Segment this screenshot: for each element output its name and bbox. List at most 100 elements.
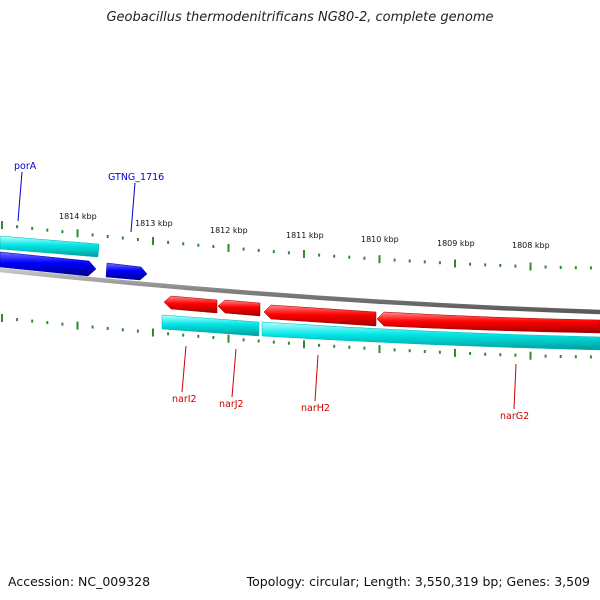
major-tick (378, 255, 381, 264)
major-tick (227, 334, 230, 343)
minor-tick (408, 259, 411, 263)
leader-narH2 (314, 354, 319, 402)
gene-narJ2-arrow[interactable] (217, 299, 261, 317)
minor-tick (16, 225, 19, 229)
gene-label-narH2[interactable]: narH2 (301, 403, 330, 414)
minor-tick (167, 240, 170, 244)
minor-tick (46, 228, 49, 232)
minor-tick (46, 321, 49, 325)
gene-narH2-arrow[interactable] (263, 304, 377, 327)
minor-tick (514, 353, 517, 357)
gene-narI2-arrow[interactable] (163, 295, 218, 314)
minor-tick (499, 264, 502, 267)
major-tick (76, 321, 79, 330)
minor-tick (182, 242, 185, 246)
scale-label: 1810 kbp (361, 235, 399, 244)
minor-tick (559, 355, 562, 358)
minor-tick (333, 254, 336, 258)
gene-porA-arrow[interactable] (0, 251, 97, 277)
scale-labels: 1814 kbp 1813 kbp 1812 kbp 1811 kbp 1810… (59, 212, 550, 250)
minor-tick (242, 247, 245, 251)
minor-tick (61, 230, 64, 234)
leader-gtng_1716 (130, 182, 136, 233)
genome-backbone (0, 267, 600, 315)
minor-tick (212, 245, 215, 248)
minor-tick (287, 341, 290, 345)
major-tick (227, 243, 230, 252)
minor-tick (574, 266, 577, 270)
minor-tick (91, 233, 94, 237)
minor-tick (318, 253, 321, 257)
leader-narI2 (181, 345, 187, 393)
major-tick (76, 229, 79, 238)
cds-band-reverse (161, 314, 260, 337)
cds-band-forward (0, 235, 100, 258)
minor-tick (574, 355, 577, 359)
gene-narG2-arrow[interactable] (376, 311, 600, 334)
major-tick (454, 259, 456, 268)
gene-leader-lines (17, 171, 517, 410)
minor-tick (197, 334, 200, 338)
gene-label-narI2[interactable]: narI2 (172, 394, 197, 405)
minor-tick (136, 329, 139, 333)
minor-tick (121, 236, 124, 240)
major-tick (152, 328, 154, 337)
minor-tick (589, 266, 592, 270)
scale-ticks-upper (1, 221, 592, 271)
scale-ticks-lower (1, 314, 592, 360)
minor-tick (363, 256, 366, 260)
minor-tick (212, 336, 215, 339)
minor-tick (106, 235, 109, 238)
major-tick (454, 348, 456, 357)
gene-label-gtng_1716[interactable]: GTNG_1716 (108, 172, 164, 183)
minor-tick (438, 350, 441, 354)
scale-label: 1814 kbp (59, 212, 97, 221)
major-tick (529, 262, 532, 271)
minor-tick (287, 251, 290, 255)
scale-label: 1809 kbp (437, 239, 475, 248)
gene-gtng_1716-arrow[interactable] (105, 262, 148, 281)
minor-tick (393, 348, 396, 352)
leader-narG2 (513, 363, 517, 410)
gene-label-porA[interactable]: porA (14, 161, 37, 172)
minor-tick (197, 243, 200, 247)
minor-tick (423, 260, 426, 264)
minor-tick (408, 349, 411, 353)
minor-tick (438, 261, 441, 265)
gene-label-narG2[interactable]: narG2 (500, 411, 529, 422)
minor-tick (544, 354, 547, 358)
minor-tick (423, 350, 426, 353)
major-tick (303, 250, 305, 258)
minor-tick (31, 319, 34, 323)
minor-tick (589, 355, 592, 359)
minor-tick (363, 346, 366, 350)
minor-tick (348, 345, 351, 349)
major-tick (152, 237, 154, 245)
minor-tick (393, 258, 396, 262)
minor-tick (499, 353, 502, 357)
minor-tick (91, 325, 94, 329)
minor-tick (257, 248, 260, 252)
major-tick (529, 351, 532, 360)
minor-tick (242, 338, 245, 342)
leader-porA (17, 171, 23, 222)
minor-tick (272, 340, 275, 344)
major-tick (378, 345, 381, 353)
cds-band-reverse (261, 321, 600, 351)
minor-tick (469, 352, 472, 355)
minor-tick (544, 265, 547, 269)
minor-tick (318, 343, 321, 347)
minor-tick (348, 255, 351, 259)
gene-label-narJ2[interactable]: narJ2 (219, 399, 244, 410)
minor-tick (61, 322, 64, 326)
major-tick (1, 314, 3, 322)
minor-tick (333, 344, 336, 348)
major-tick (1, 221, 3, 229)
accession-text: Accession: NC_009328 (8, 574, 151, 589)
major-tick (303, 340, 305, 349)
minor-tick (182, 333, 185, 337)
leader-narJ2 (231, 348, 237, 398)
minor-tick (257, 339, 260, 343)
scale-label: 1813 kbp (135, 219, 173, 228)
